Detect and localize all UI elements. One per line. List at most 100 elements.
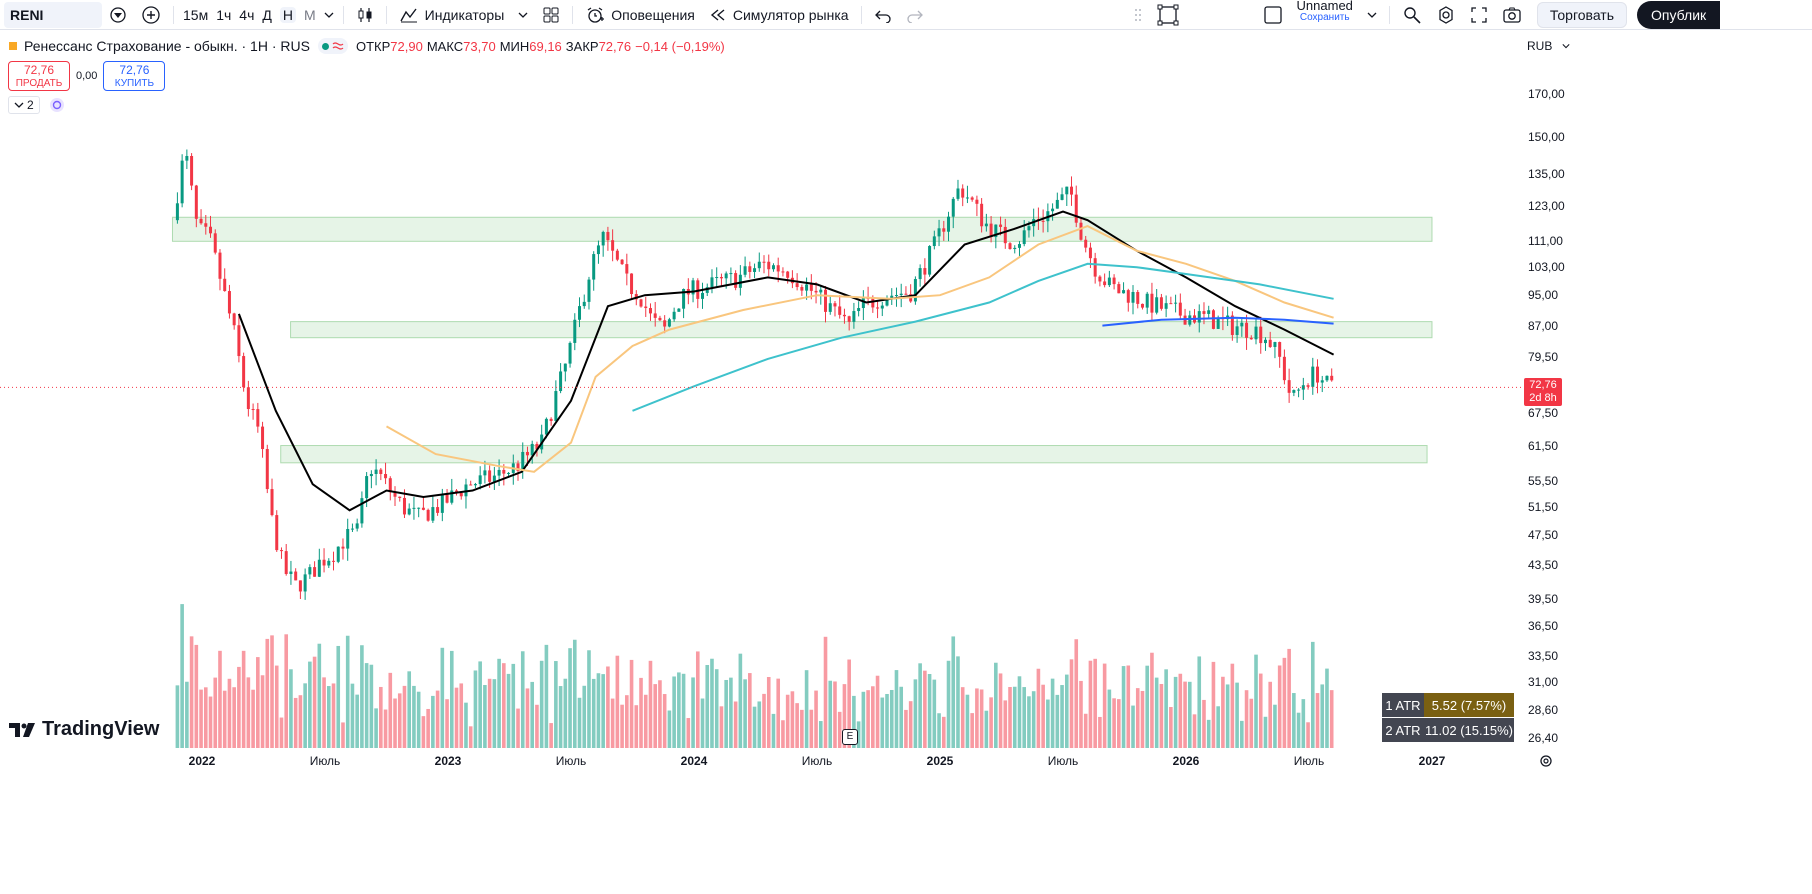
candle-body bbox=[1159, 297, 1163, 309]
interval-label-active: Н bbox=[279, 6, 296, 23]
candle-body bbox=[592, 254, 596, 280]
volume-bar bbox=[828, 680, 833, 748]
candle-body bbox=[1183, 315, 1187, 325]
indicators-button[interactable]: Индикаторы bbox=[392, 0, 512, 30]
volume-bar bbox=[189, 636, 194, 748]
replay-button[interactable]: Симулятор рынка bbox=[702, 0, 856, 30]
candle-body bbox=[1136, 292, 1140, 304]
camera-icon[interactable] bbox=[1495, 0, 1529, 30]
volume-bar bbox=[885, 693, 889, 748]
volume-bar bbox=[672, 676, 676, 748]
buy-button[interactable]: 72,76 КУПИТЬ bbox=[103, 61, 166, 91]
undo-icon[interactable] bbox=[867, 0, 899, 30]
tradingview-logo[interactable]: TradingView bbox=[8, 718, 159, 741]
candle-body bbox=[942, 228, 946, 232]
publish-label: Опублик bbox=[1651, 6, 1707, 23]
alerts-button[interactable]: Оповещения bbox=[578, 0, 702, 30]
chart-type-candles-icon[interactable] bbox=[349, 0, 381, 30]
price-scale[interactable]: 170,00 150,00 135,00 123,00 111,00 103,00 95,0… bbox=[1522, 30, 1812, 870]
time-tick-label: Июль bbox=[1293, 754, 1325, 768]
indicators-dropdown-chevron-icon[interactable] bbox=[511, 0, 535, 30]
candle-body bbox=[771, 265, 775, 270]
publish-button[interactable]: Опублик bbox=[1637, 0, 1721, 29]
volume-bar bbox=[1036, 668, 1041, 748]
candle-body bbox=[715, 277, 719, 279]
volume-bar bbox=[473, 670, 478, 748]
candle-body bbox=[530, 443, 534, 456]
volume-bar bbox=[1244, 690, 1249, 748]
interval-1h[interactable]: 1ч bbox=[212, 0, 235, 30]
volume-bar bbox=[880, 697, 885, 748]
candle-body bbox=[913, 279, 917, 302]
interval-week[interactable]: Н bbox=[276, 0, 300, 30]
atr-row: 1 ATR 5.52 (7.57%) bbox=[1382, 693, 1514, 717]
candle-body bbox=[776, 265, 780, 272]
volume-bar bbox=[847, 659, 851, 748]
sell-button[interactable]: 72,76 ПРОДАТЬ bbox=[8, 61, 70, 91]
candle-body bbox=[743, 266, 747, 275]
volume-bar bbox=[1277, 665, 1282, 748]
redo-icon[interactable] bbox=[899, 0, 931, 30]
symbol-search[interactable]: RENI bbox=[4, 1, 102, 28]
price-tick-label: 55,50 bbox=[1528, 474, 1559, 489]
interval-label: М bbox=[304, 6, 316, 23]
settings-gear-icon[interactable] bbox=[1429, 0, 1463, 30]
layout-name-button[interactable]: Unnamed Сохранить bbox=[1290, 0, 1360, 30]
interval-month[interactable]: М bbox=[300, 0, 320, 30]
candle-body bbox=[497, 469, 501, 476]
volume-bar bbox=[435, 690, 440, 748]
chart-canvas[interactable] bbox=[0, 30, 1522, 772]
candle-body bbox=[459, 492, 463, 497]
compare-icon[interactable] bbox=[102, 0, 134, 30]
add-symbol-icon[interactable] bbox=[134, 0, 168, 30]
interval-15m[interactable]: 15м bbox=[179, 0, 212, 30]
candle-body bbox=[800, 287, 804, 291]
candle-body bbox=[625, 264, 629, 274]
volume-bar bbox=[336, 645, 341, 748]
volume-bar bbox=[345, 635, 350, 748]
candle-body bbox=[710, 277, 714, 288]
volume-bar bbox=[989, 697, 993, 748]
volume-bar bbox=[506, 673, 511, 748]
layout-checkbox-icon[interactable] bbox=[1256, 0, 1290, 30]
refresh-icon[interactable] bbox=[49, 98, 64, 112]
volume-bar bbox=[449, 650, 454, 748]
candle-body bbox=[294, 571, 298, 581]
candle-body bbox=[965, 197, 969, 199]
earnings-badge[interactable]: E bbox=[842, 729, 858, 745]
candle-body bbox=[696, 280, 700, 299]
currency-selector[interactable]: RUB bbox=[1527, 39, 1570, 53]
fullscreen-icon[interactable] bbox=[1463, 0, 1495, 30]
candle-body bbox=[1140, 303, 1144, 308]
volume-bar bbox=[927, 674, 932, 748]
candle-body bbox=[346, 528, 350, 549]
volume-bar bbox=[861, 691, 866, 748]
candle-body bbox=[1202, 311, 1206, 314]
time-tick-label: 2023 bbox=[434, 754, 462, 768]
layouts-grid-icon[interactable] bbox=[535, 0, 567, 30]
scale-settings-gear-icon[interactable] bbox=[1538, 753, 1554, 769]
candle-body bbox=[554, 391, 558, 421]
volume-bar bbox=[364, 663, 369, 748]
volume-bar bbox=[260, 675, 265, 748]
volume-bar bbox=[757, 701, 762, 748]
interval-4h[interactable]: 4ч bbox=[235, 0, 258, 30]
selection-rectangle-icon[interactable] bbox=[1150, 0, 1186, 30]
interval-day[interactable]: Д bbox=[258, 0, 275, 30]
candle-body bbox=[677, 308, 681, 312]
layout-dropdown-chevron-icon[interactable] bbox=[1360, 0, 1384, 30]
drag-handle-icon[interactable] bbox=[1126, 0, 1150, 30]
candle-body bbox=[1235, 326, 1239, 335]
quick-search-icon[interactable] bbox=[1395, 0, 1429, 30]
trade-button[interactable]: Торговать bbox=[1536, 1, 1628, 28]
volume-bar bbox=[1282, 657, 1287, 748]
candle-body bbox=[582, 301, 586, 307]
interval-dropdown-chevron-icon[interactable] bbox=[320, 0, 338, 30]
market-status-badge[interactable] bbox=[317, 38, 348, 54]
candle-body bbox=[336, 546, 340, 562]
legend-low-value: 69,16 bbox=[529, 38, 562, 54]
volume-bar bbox=[572, 639, 577, 748]
collapse-indicators-button[interactable]: 2 bbox=[8, 96, 40, 114]
volume-bar bbox=[790, 691, 795, 748]
volume-bar bbox=[908, 701, 913, 748]
